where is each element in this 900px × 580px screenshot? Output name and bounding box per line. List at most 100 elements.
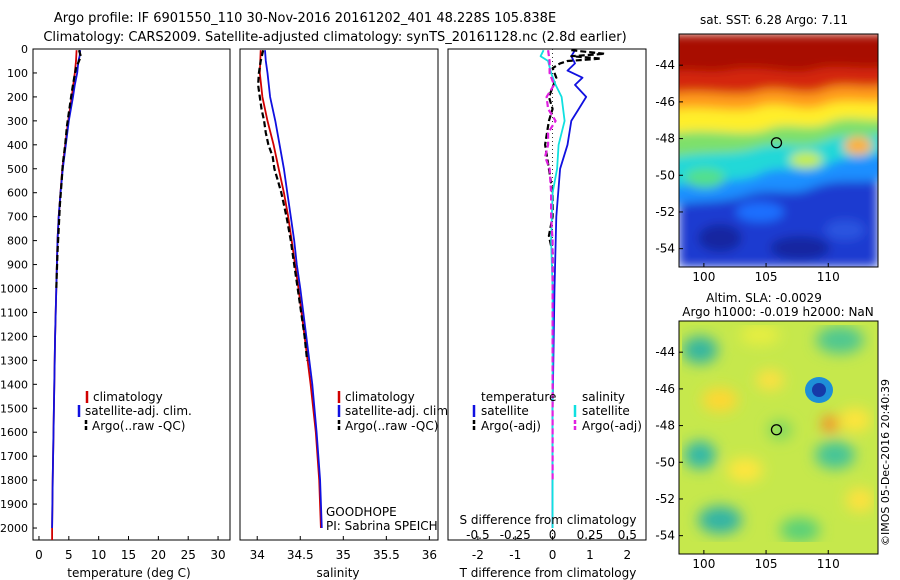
legend-label-t-satellite: satellite [481, 404, 529, 418]
map-x-tick-label: 100 [692, 557, 715, 571]
t-difference-axis-label: T difference from climatology [459, 566, 637, 580]
s-tick-label: -0.25 [500, 528, 531, 542]
temperature-series [51, 49, 82, 540]
depth-tick-label: 1700 [0, 450, 28, 463]
sla-field [679, 321, 878, 554]
x-tick-label: 25 [181, 548, 196, 562]
sst-field [679, 34, 878, 267]
depth-tick-label: 1100 [0, 306, 28, 319]
temperature-axis-label: temperature (deg C) [67, 566, 190, 580]
salinity-plot-area [239, 48, 439, 541]
sla-map-axes: 100 105 110 -44 -46 -48 -50 -52 -54 [655, 345, 839, 571]
sla-map-title-1: Altim. SLA: -0.0029 [706, 291, 822, 305]
depth-tick-label: 1000 [0, 283, 28, 296]
s-tick-label: 0 [549, 528, 557, 542]
x-tick-label: -2 [472, 548, 484, 562]
depth-tick-label: 1800 [0, 474, 28, 487]
salinity-axis-label: salinity [316, 566, 359, 580]
sst-map-axes: 100 105 110 -44 -46 -48 -50 -52 -54 [655, 58, 839, 284]
argo-float-marker [770, 137, 783, 149]
x-tick-label: 35.5 [373, 548, 400, 562]
s-tick-label: 0.5 [618, 528, 637, 542]
legend-label-t-argo: Argo(-adj) [481, 419, 541, 433]
sla-map-title-2: Argo h1000: -0.019 h2000: NaN [682, 305, 874, 319]
s-tick-label: -0.5 [466, 528, 489, 542]
x-tick-label: 0 [35, 548, 43, 562]
x-tick-label: 10 [91, 548, 106, 562]
argo-float-marker [770, 424, 783, 436]
s-difference-axis-label: S difference from climatology [460, 513, 637, 527]
map-y-tick-label: -44 [655, 345, 675, 359]
legend-label-climatology: climatology [345, 390, 415, 404]
series-line [55, 49, 82, 289]
x-tick-label: 36 [422, 548, 437, 562]
temperature-x-axis: 0 5 10 15 20 25 30 [35, 536, 226, 562]
legend-label-argo: Argo(..raw -QC) [345, 419, 438, 433]
depth-tick-label: 700 [7, 211, 28, 224]
depth-tick-label: 1500 [0, 402, 28, 415]
x-tick-label: 34 [250, 548, 265, 562]
map-x-tick-label: 105 [755, 270, 778, 284]
depth-tick-label: 2000 [0, 522, 28, 535]
map-y-tick-label: -54 [655, 242, 675, 256]
map-x-tick-label: 110 [817, 557, 840, 571]
legend-label-satellite: satellite-adj. clim. [345, 404, 452, 418]
x-tick-label: 0 [549, 548, 557, 562]
x-tick-label: 2 [624, 548, 632, 562]
depth-axis: 0 100 200 300 400 500 600 700 800 900 1000 1100 1200… [0, 43, 452, 535]
map-x-tick-label: 100 [692, 270, 715, 284]
difference-series [539, 49, 607, 540]
sst-map-title: sat. SST: 6.28 Argo: 7.11 [700, 13, 848, 27]
sst-map-frame [678, 33, 879, 268]
series-line [539, 49, 566, 528]
salinity-x-axis: 34 34.5 35 35.5 36 [250, 536, 437, 562]
x-tick-label: 34.5 [287, 548, 314, 562]
map-y-tick-label: -48 [655, 419, 675, 433]
depth-tick-label: 800 [7, 235, 28, 248]
legend-title-salinity: salinity [582, 390, 625, 404]
map-y-tick-label: -46 [655, 382, 675, 396]
s-tick-label: 0.25 [577, 528, 604, 542]
sla-map-frame [678, 320, 879, 555]
map-y-tick-label: -52 [655, 205, 675, 219]
map-y-tick-label: -50 [655, 455, 675, 469]
legend-label-argo: Argo(..raw -QC) [92, 419, 185, 433]
x-tick-label: -1 [509, 548, 521, 562]
legend-label-satellite: satellite-adj. clim. [85, 404, 192, 418]
depth-tick-label: 100 [7, 67, 28, 80]
depth-tick-label: 0 [21, 43, 28, 56]
salinity-series [257, 49, 323, 529]
map-y-tick-label: -52 [655, 492, 675, 506]
depth-tick-label: 200 [7, 91, 28, 104]
depth-tick-label: 1600 [0, 426, 28, 439]
depth-tick-label: 1900 [0, 498, 28, 511]
depth-tick-label: 1300 [0, 354, 28, 367]
depth-tick-label: 900 [7, 259, 28, 272]
depth-tick-label: 1400 [0, 378, 28, 391]
header-line-1: Argo profile: IF 6901550_110 30-Nov-2016… [54, 11, 556, 26]
difference-legend: temperature salinity satellite Argo(-adj… [472, 390, 642, 433]
difference-panel: -2 -1 0 1 2 -0.5 -0.25 0 0.25 0.5 S difference fr… [447, 48, 647, 580]
map-y-tick-label: -44 [655, 58, 675, 72]
series-line [257, 49, 309, 361]
legend-label-climatology: climatology [93, 390, 163, 404]
temperature-panel: 0100200300400500600700800900100011001200… [0, 43, 452, 580]
series-line [264, 50, 323, 529]
difference-x-axis: -2 -1 0 1 2 -0.5 -0.25 0 0.25 0.5 [466, 528, 637, 562]
map-x-tick-label: 110 [817, 270, 840, 284]
map-y-tick-label: -50 [655, 168, 675, 182]
depth-tick-label: 600 [7, 187, 28, 200]
x-tick-label: 5 [65, 548, 73, 562]
legend-label-s-satellite: satellite [582, 404, 630, 418]
sla-map: Altim. SLA: -0.0029 Argo h1000: -0.019 h… [655, 291, 879, 571]
temperature-plot-area [32, 48, 231, 541]
header-line-2: Climatology: CARS2009. Satellite-adjuste… [43, 30, 626, 45]
depth-tick-label: 400 [7, 139, 28, 152]
sst-map: sat. SST: 6.28 Argo: 7.11 100 105 [655, 13, 879, 284]
series-line [551, 49, 588, 528]
x-tick-label: 20 [151, 548, 166, 562]
project-annotation: GOODHOPE [326, 505, 397, 519]
salinity-panel: 34 34.5 35 35.5 36 salinity climatology sate… [239, 48, 452, 580]
x-tick-label: 35 [336, 548, 351, 562]
salinity-legend: climatology satellite-adj. clim. Argo(..… [337, 390, 452, 433]
